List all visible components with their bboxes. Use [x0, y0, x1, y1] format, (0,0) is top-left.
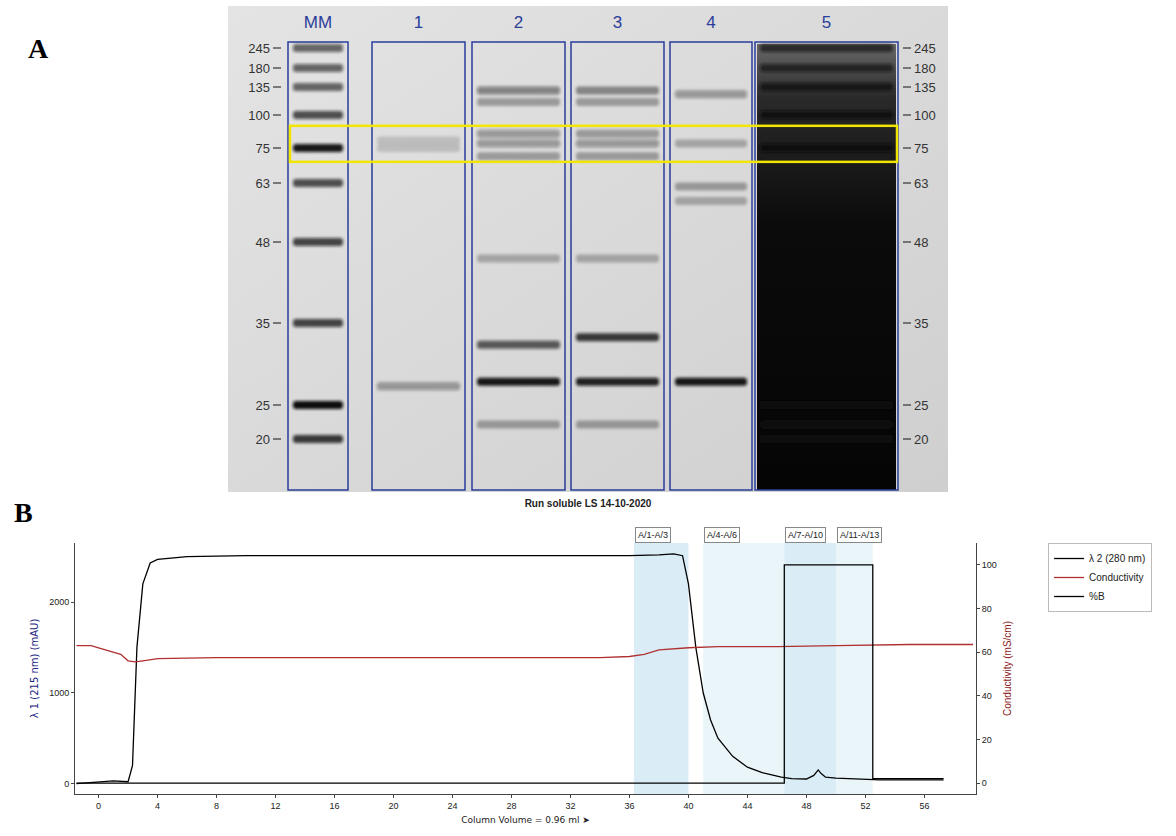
svg-text:28: 28 [506, 801, 516, 811]
svg-text:32: 32 [565, 801, 575, 811]
svg-text:44: 44 [742, 801, 752, 811]
svg-text:3: 3 [613, 13, 622, 32]
svg-text:A/4-A/6: A/4-A/6 [707, 530, 737, 540]
svg-text:35: 35 [914, 316, 928, 331]
svg-text:λ 2 (280 nm): λ 2 (280 nm) [1089, 553, 1145, 564]
svg-text:Conductivity (mS/cm): Conductivity (mS/cm) [1002, 621, 1013, 716]
svg-text:75: 75 [256, 141, 270, 156]
svg-text:20: 20 [914, 432, 928, 447]
svg-text:16: 16 [330, 801, 340, 811]
svg-text:Run soluble LS 14-10-2020: Run soluble LS 14-10-2020 [525, 498, 652, 509]
svg-text:48: 48 [801, 801, 811, 811]
svg-text:180: 180 [248, 61, 270, 76]
svg-text:A: A [28, 33, 49, 64]
svg-text:52: 52 [860, 801, 870, 811]
svg-text:40: 40 [683, 801, 693, 811]
svg-text:60: 60 [982, 647, 992, 657]
svg-text:2000: 2000 [49, 597, 69, 607]
svg-text:35: 35 [256, 316, 270, 331]
svg-text:12: 12 [271, 801, 281, 811]
svg-text:0: 0 [96, 801, 101, 811]
svg-text:1000: 1000 [49, 688, 69, 698]
svg-text:75: 75 [914, 141, 928, 156]
svg-text:0: 0 [64, 779, 69, 789]
svg-text:36: 36 [624, 801, 634, 811]
svg-text:56: 56 [919, 801, 929, 811]
svg-text:100: 100 [914, 108, 936, 123]
svg-text:48: 48 [256, 235, 270, 250]
svg-text:8: 8 [214, 801, 219, 811]
svg-text:25: 25 [914, 398, 928, 413]
svg-text:24: 24 [448, 801, 458, 811]
svg-text:1: 1 [414, 13, 423, 32]
svg-text:A/11-A/13: A/11-A/13 [840, 530, 879, 540]
svg-text:λ 1 (215 nm) (mAU): λ 1 (215 nm) (mAU) [29, 619, 40, 719]
svg-text:5: 5 [822, 13, 831, 32]
svg-text:80: 80 [982, 604, 992, 614]
svg-text:4: 4 [706, 13, 715, 32]
svg-text:245: 245 [248, 41, 270, 56]
svg-text:40: 40 [982, 691, 992, 701]
svg-text:2: 2 [514, 13, 523, 32]
svg-text:135: 135 [914, 80, 936, 95]
svg-text:63: 63 [256, 176, 270, 191]
svg-text:MM: MM [304, 13, 332, 32]
svg-text:A/7-A/10: A/7-A/10 [788, 530, 823, 540]
svg-text:180: 180 [914, 61, 936, 76]
svg-text:%B: %B [1089, 591, 1105, 602]
svg-text:100: 100 [982, 560, 997, 570]
svg-text:Column Volume = 0.96 ml ➤: Column Volume = 0.96 ml ➤ [461, 815, 590, 825]
svg-text:48: 48 [914, 235, 928, 250]
svg-text:4: 4 [155, 801, 160, 811]
svg-text:135: 135 [248, 80, 270, 95]
svg-text:63: 63 [914, 176, 928, 191]
svg-text:20: 20 [389, 801, 399, 811]
svg-text:25: 25 [256, 398, 270, 413]
svg-text:0: 0 [982, 778, 987, 788]
svg-text:20: 20 [982, 735, 992, 745]
svg-text:A/1-A/3: A/1-A/3 [638, 530, 668, 540]
svg-text:100: 100 [248, 108, 270, 123]
svg-text:Conductivity: Conductivity [1089, 572, 1143, 583]
svg-text:20: 20 [256, 432, 270, 447]
svg-text:245: 245 [914, 41, 936, 56]
html-text:B: B [14, 497, 33, 528]
